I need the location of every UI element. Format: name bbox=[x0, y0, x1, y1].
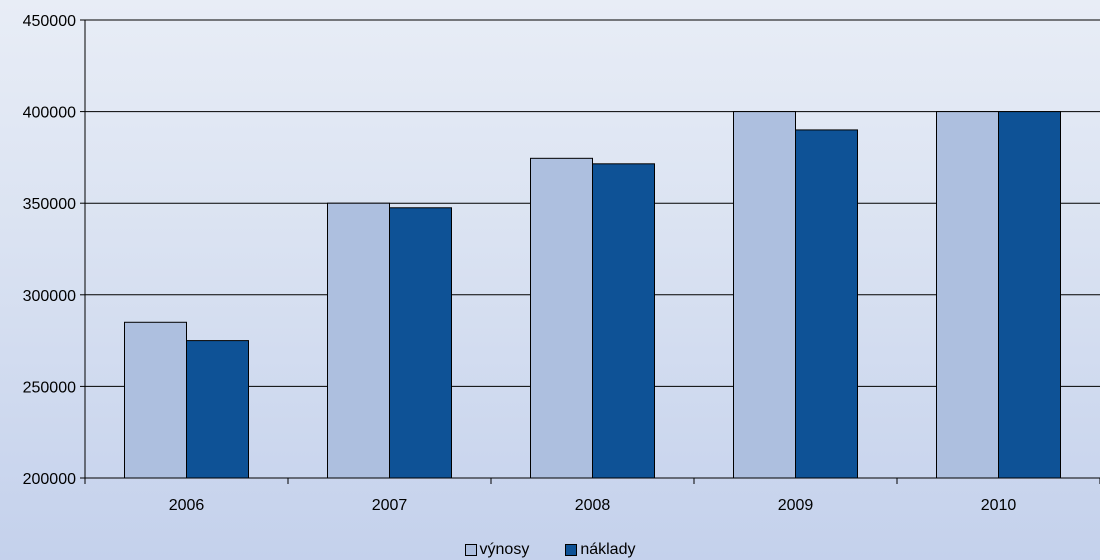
bar-vynosy-2007 bbox=[327, 202, 390, 479]
x-tick-label-2008: 2008 bbox=[575, 497, 611, 514]
bar-vynosy-2010 bbox=[936, 111, 999, 479]
y-tick-label-400000: 400000 bbox=[23, 105, 76, 122]
x-tick-label-2009: 2009 bbox=[778, 497, 814, 514]
legend-swatch-vynosy bbox=[464, 544, 477, 556]
bar-naklady-2007 bbox=[389, 207, 452, 479]
bar-naklady-2008 bbox=[592, 163, 655, 479]
legend-label-vynosy: výnosy bbox=[479, 541, 530, 558]
legend-label-naklady: náklady bbox=[580, 541, 636, 558]
bar-vynosy-2006 bbox=[124, 321, 187, 479]
x-tick-label-2010: 2010 bbox=[981, 497, 1017, 514]
y-tick-label-350000: 350000 bbox=[23, 196, 76, 213]
x-tick-label-2007: 2007 bbox=[372, 497, 408, 514]
y-tick-label-200000: 200000 bbox=[23, 471, 76, 488]
y-tick-label-250000: 250000 bbox=[23, 379, 76, 396]
y-tick-label-450000: 450000 bbox=[23, 13, 76, 30]
y-tick-label-300000: 300000 bbox=[23, 288, 76, 305]
bar-naklady-2010 bbox=[998, 111, 1061, 479]
legend-swatch-naklady bbox=[565, 544, 578, 556]
bar-vynosy-2009 bbox=[733, 111, 796, 479]
x-tick-label-2006: 2006 bbox=[169, 497, 205, 514]
legend-item-vynosy: výnosy bbox=[464, 541, 530, 559]
legend-item-naklady: náklady bbox=[565, 541, 635, 559]
bar-naklady-2006 bbox=[186, 340, 249, 479]
bar-vynosy-2008 bbox=[530, 157, 593, 479]
bar-naklady-2009 bbox=[795, 129, 858, 479]
legend: výnosy náklady bbox=[0, 540, 1100, 560]
